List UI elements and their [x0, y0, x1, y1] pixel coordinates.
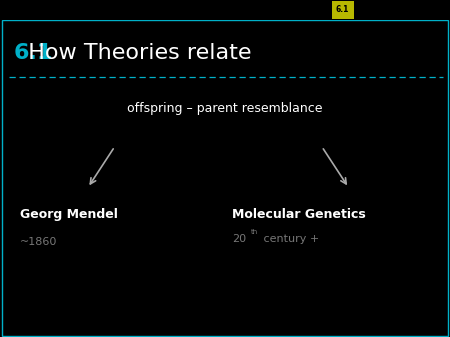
- Text: 6.3: 6.3: [384, 5, 397, 14]
- Text: 6.1: 6.1: [336, 5, 349, 14]
- Text: 6.1: 6.1: [14, 43, 53, 63]
- Text: How Theories relate: How Theories relate: [14, 43, 251, 63]
- Text: 6.2: 6.2: [360, 5, 373, 14]
- Text: offspring – parent resemblance: offspring – parent resemblance: [127, 102, 323, 115]
- Text: 6.4: 6.4: [408, 5, 421, 14]
- Text: 20: 20: [232, 234, 246, 244]
- Text: Molecular Genetics: Molecular Genetics: [232, 208, 365, 221]
- Text: th: th: [251, 229, 258, 235]
- Text: Georg Mendel: Georg Mendel: [20, 208, 118, 221]
- Text: century +: century +: [260, 234, 320, 244]
- Text: ~1860: ~1860: [20, 237, 58, 247]
- Bar: [332, 1, 354, 19]
- Text: SEX AND DEATH 6  Mendel and Molecules: SEX AND DEATH 6 Mendel and Molecules: [4, 5, 184, 14]
- Text: 6.5: 6.5: [432, 5, 445, 14]
